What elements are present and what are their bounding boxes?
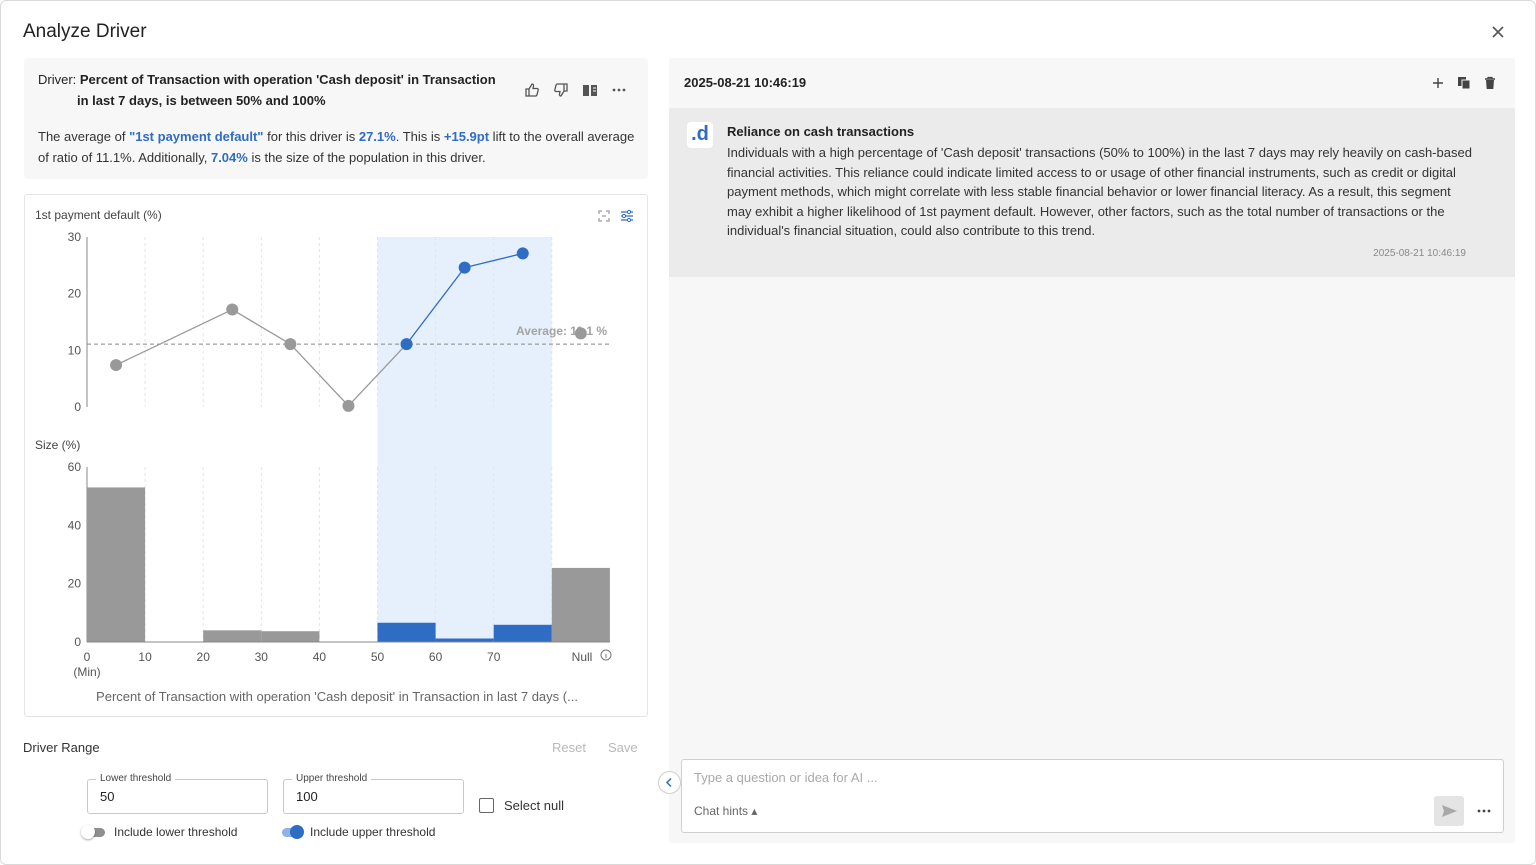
line-y-tick-label: 0 (74, 400, 81, 414)
lower-threshold-input[interactable] (100, 789, 260, 804)
collapse-panel-button[interactable] (658, 771, 681, 794)
send-button[interactable] (1434, 796, 1464, 826)
include-upper-label: Include upper threshold (310, 825, 436, 839)
driver-average: 27.1% (358, 129, 396, 144)
chart-settings-icon[interactable] (619, 208, 635, 224)
size-bar (551, 567, 610, 642)
upper-threshold-input[interactable] (296, 789, 456, 804)
x-tick-label: 50 (371, 650, 385, 664)
population-size: 7.04% (210, 150, 248, 165)
lift-value: +15.9pt (443, 129, 490, 144)
x-tick-label: 70 (487, 650, 501, 664)
close-icon[interactable] (1487, 21, 1509, 43)
x-tick-label: 0 (84, 650, 91, 664)
series-line (115, 308, 233, 366)
x-tick-label: Null (572, 650, 593, 664)
driver-title: Driver: Percent of Transaction with oper… (38, 72, 496, 108)
series-line (347, 343, 408, 407)
average-label: Average: 11.1 % (516, 324, 607, 338)
ai-message: .d Reliance on cash transactions Individ… (669, 108, 1515, 277)
trash-icon[interactable] (1482, 75, 1498, 91)
select-null-checkbox[interactable] (479, 798, 494, 813)
bar-y-tick-label: 60 (68, 460, 82, 474)
line-y-tick-label: 30 (68, 230, 82, 244)
dialog-title: Analyze Driver (23, 21, 147, 42)
save-button[interactable]: Save (608, 740, 638, 755)
chevron-left-icon (665, 777, 672, 788)
line-y-axis-title: 1st payment default (%) (35, 208, 162, 222)
x-tick-label: 40 (313, 650, 327, 664)
driver-summary: Driver: Percent of Transaction with oper… (24, 58, 648, 179)
chat-more-icon[interactable] (1474, 802, 1494, 820)
message-title: Reliance on cash transactions (727, 124, 915, 139)
fit-screen-icon[interactable] (596, 208, 612, 224)
ai-avatar: .d (687, 122, 713, 148)
thumbs-down-icon[interactable] (551, 80, 571, 100)
driver-name-line1: Percent of Transaction with operation 'C… (79, 72, 496, 87)
upper-threshold-label: Upper threshold (292, 773, 372, 784)
driver-description: The average of "1st payment default" for… (38, 129, 635, 165)
select-null-label: Select null (504, 798, 564, 813)
line-y-tick-label: 20 (68, 287, 82, 301)
size-bar (203, 630, 262, 642)
driver-name-line2: in last 7 days, is between 50% and 100% (77, 93, 326, 108)
session-timestamp: 2025-08-21 10:46:19 (684, 75, 807, 90)
include-upper-toggle[interactable] (278, 825, 304, 839)
lower-threshold-field: Lower threshold (87, 773, 268, 814)
plus-icon[interactable] (1430, 75, 1446, 91)
include-lower-label: Include lower threshold (114, 825, 238, 839)
size-bar (87, 487, 146, 642)
thumbs-up-icon[interactable] (522, 80, 542, 100)
reset-button[interactable]: Reset (552, 740, 586, 755)
line-y-tick-label: 10 (68, 343, 82, 357)
copy-icon[interactable] (1456, 75, 1472, 91)
info-icon (600, 649, 612, 661)
metric-name: "1st payment default" (129, 129, 264, 144)
lower-threshold-label: Lower threshold (96, 773, 176, 784)
message-body: Individuals with a high percentage of 'C… (727, 145, 1472, 239)
x-tick-label: 10 (138, 650, 152, 664)
x-tick-label: 60 (429, 650, 443, 664)
x-tick-label: 30 (255, 650, 269, 664)
size-bar (435, 638, 494, 642)
bar-y-tick-label: 0 (74, 635, 81, 649)
size-bar (377, 622, 436, 642)
data-point (342, 399, 355, 412)
x-tick-label: 20 (197, 650, 211, 664)
bar-y-tick-label: 20 (68, 577, 82, 591)
include-lower-toggle[interactable] (81, 825, 107, 839)
chat-input[interactable] (694, 770, 1434, 785)
bar-y-axis-title: Size (%) (35, 438, 80, 452)
size-bar (261, 631, 320, 642)
data-point (574, 327, 587, 340)
chat-hints-toggle[interactable]: Chat hints ▴ (694, 804, 758, 818)
ai-chat-panel: 2025-08-21 10:46:19 .d Reliance on cash … (669, 58, 1515, 843)
upper-threshold-field: Upper threshold (283, 773, 464, 814)
data-point (400, 338, 413, 351)
series-line (464, 252, 523, 269)
data-point (516, 247, 529, 260)
more-icon[interactable] (609, 80, 629, 100)
data-point (284, 338, 297, 351)
bar-y-tick-label: 40 (68, 518, 82, 532)
size-bar (493, 624, 552, 642)
data-point (458, 261, 471, 274)
send-icon (1442, 805, 1457, 817)
data-point (226, 303, 239, 316)
driver-actions (522, 80, 632, 100)
message-timestamp: 2025-08-21 10:46:19 (1373, 248, 1466, 259)
driver-chart-svg: 1st payment default (%) Size (%) 30 20 10 0 60… (35, 208, 612, 704)
series-line (289, 343, 349, 407)
series-line (231, 308, 291, 345)
book-icon[interactable] (580, 80, 600, 100)
x-tick-min-label: (Min) (73, 665, 100, 679)
driver-range-label: Driver Range (23, 740, 100, 755)
data-point (110, 359, 123, 372)
series-line (406, 267, 466, 345)
driver-chart: 1st payment default (%) Size (%) 30 20 10 0 60… (24, 194, 648, 717)
highlight-band (377, 237, 552, 642)
x-axis-title: Percent of Transaction with operation 'C… (96, 689, 578, 704)
chat-input-box: Chat hints ▴ (681, 759, 1504, 833)
